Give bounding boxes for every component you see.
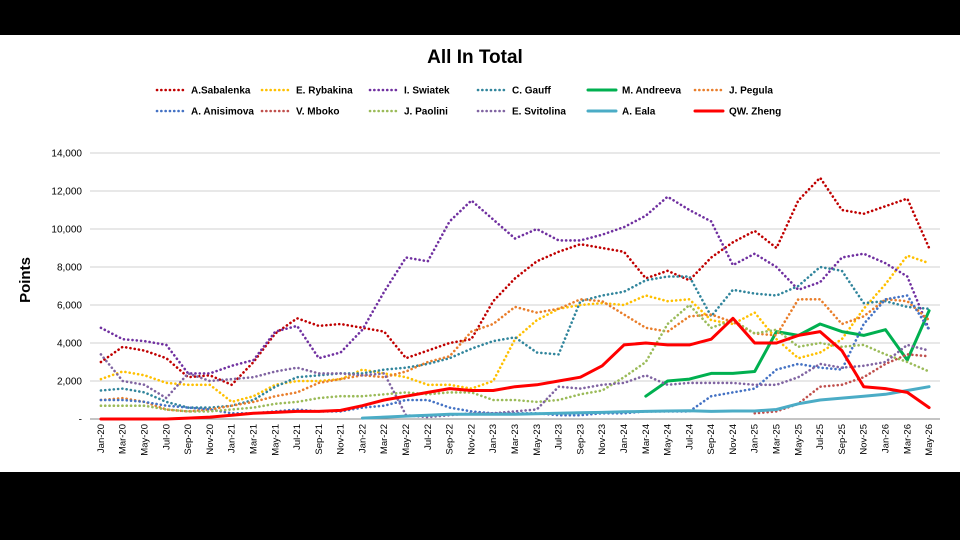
series-line-e-svitolina [99, 343, 931, 419]
x-tick-label: Jul-20 [161, 424, 172, 450]
x-tick-label: Mar-24 [641, 424, 652, 454]
x-tick-label: Sep-24 [706, 424, 717, 455]
series-line-m-andreeva [644, 309, 931, 398]
legend-entry: I. Swiatek [368, 86, 450, 97]
chart-slide: All In Total A.Sabalenka E. Rybakina I. Sw… [0, 35, 960, 472]
legend-entry: J. Paolini [368, 107, 448, 118]
legend-entry: QW. Zheng [693, 107, 781, 118]
series-line-j-pegula [99, 298, 931, 413]
x-tick-label: Mar-20 [118, 424, 129, 454]
line-chart: All In Total A.Sabalenka E. Rybakina I. Sw… [17, 47, 940, 456]
legend-label: J. Paolini [404, 107, 448, 118]
x-tick-label: Sep-20 [183, 424, 194, 455]
x-tick-label: Sep-22 [445, 424, 456, 455]
series-lines [99, 176, 931, 421]
legend-label: E. Rybakina [296, 86, 353, 97]
y-tick-label: - [79, 415, 82, 426]
legend-entry: A. Eala [586, 107, 656, 118]
series-line-j-paolini [99, 303, 931, 413]
x-tick-label: May-22 [401, 424, 412, 456]
x-tick-label: Mar-21 [248, 424, 259, 454]
series-line-i-swiatek [99, 195, 931, 375]
legend-entry: E. Rybakina [260, 86, 353, 97]
x-tick-label: May-23 [532, 424, 543, 456]
legend-label: A. Anisimova [191, 107, 254, 118]
x-tick-label: Jan-26 [881, 424, 892, 453]
x-tick-label: Nov-24 [728, 424, 739, 455]
x-axis-ticks: Jan-20 Mar-20 May-20 Jul-20 Sep-20 Nov-20 Jan-… [96, 424, 935, 456]
legend-entry: M. Andreeva [586, 86, 682, 97]
y-axis-ticks: - 2,000 4,000 6,000 8,000 10,000 12,000 14,000 [51, 149, 82, 426]
grid-lines [90, 152, 940, 420]
x-tick-label: Sep-23 [575, 424, 586, 455]
y-tick-label: 6,000 [57, 301, 82, 312]
series-line-qw-zheng [99, 316, 931, 421]
legend-entry: E. Svitolina [476, 107, 566, 118]
legend-label: QW. Zheng [729, 107, 781, 118]
x-tick-label: Mar-23 [510, 424, 521, 454]
x-tick-label: Sep-21 [314, 424, 325, 455]
legend-label: I. Swiatek [404, 86, 450, 97]
x-tick-label: May-25 [793, 424, 804, 456]
x-tick-label: Jan-22 [357, 424, 368, 453]
x-tick-label: Jul-25 [815, 424, 826, 450]
x-tick-label: Nov-25 [859, 424, 870, 455]
x-tick-label: Jan-25 [750, 424, 761, 453]
legend-label: A. Eala [622, 107, 656, 118]
x-tick-label: Jul-23 [554, 424, 565, 450]
y-tick-label: 14,000 [51, 149, 82, 160]
series-line-a-anisimova [99, 294, 931, 417]
legend-label: A.Sabalenka [191, 86, 251, 97]
x-tick-label: May-24 [663, 424, 674, 456]
legend-entry: J. Pegula [693, 86, 773, 97]
x-tick-label: Nov-23 [597, 424, 608, 455]
x-tick-label: Nov-20 [205, 424, 216, 455]
x-tick-label: Jul-21 [292, 424, 303, 450]
y-axis-label: Points [17, 257, 34, 303]
x-tick-label: Mar-26 [902, 424, 913, 454]
legend-label: E. Svitolina [512, 107, 566, 118]
x-tick-label: May-26 [924, 424, 935, 456]
x-tick-label: Jul-24 [684, 424, 695, 450]
series-line-e-rybakina [99, 254, 931, 404]
x-tick-label: Jan-21 [227, 424, 238, 453]
y-tick-label: 4,000 [57, 339, 82, 350]
x-tick-label: Jan-23 [488, 424, 499, 453]
legend-entry: V. Mboko [260, 107, 340, 118]
x-tick-label: Jul-22 [423, 424, 434, 450]
x-tick-label: Mar-22 [379, 424, 390, 454]
series-line-v-mboko [753, 353, 931, 415]
legend-label: M. Andreeva [622, 86, 682, 97]
x-tick-label: Mar-25 [772, 424, 783, 454]
y-tick-label: 12,000 [51, 187, 82, 198]
x-tick-label: Jan-24 [619, 424, 630, 453]
series-line-a-eala [360, 385, 931, 420]
y-tick-label: 8,000 [57, 263, 82, 274]
x-tick-label: Sep-25 [837, 424, 848, 455]
y-tick-label: 10,000 [51, 225, 82, 236]
x-tick-label: May-20 [139, 424, 150, 456]
legend: A.Sabalenka E. Rybakina I. Swiatek C. Gauff… [155, 86, 781, 118]
y-tick-label: 2,000 [57, 377, 82, 388]
x-tick-label: May-21 [270, 424, 281, 456]
legend-label: C. Gauff [512, 86, 552, 97]
legend-entry: A. Anisimova [155, 107, 254, 118]
series-line-a-sabalenka [99, 176, 931, 387]
legend-label: J. Pegula [729, 86, 773, 97]
x-tick-label: Jan-20 [96, 424, 107, 453]
legend-entry: A.Sabalenka [155, 86, 251, 97]
chart-title: All In Total [427, 47, 523, 68]
x-tick-label: Nov-22 [466, 424, 477, 455]
x-tick-label: Nov-21 [336, 424, 347, 455]
series-line-c-gauff [99, 265, 931, 409]
legend-label: V. Mboko [296, 107, 340, 118]
legend-entry: C. Gauff [476, 86, 552, 97]
